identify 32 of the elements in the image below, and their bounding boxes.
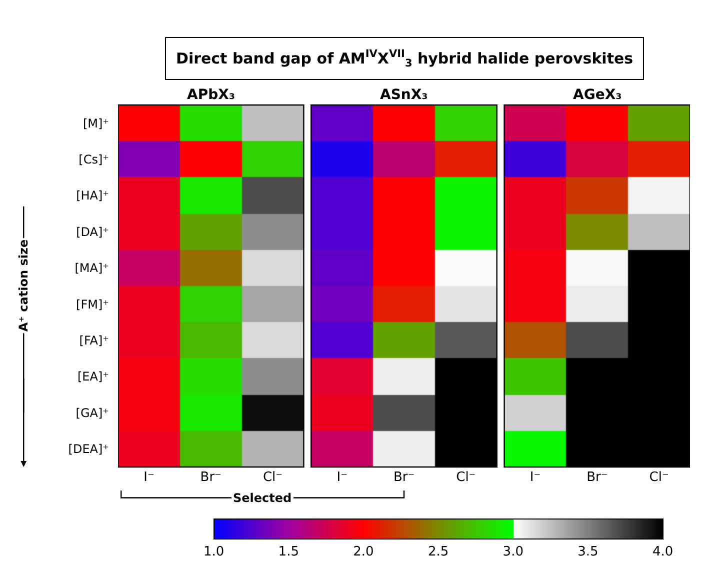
color-bar-label: 4.0: [652, 544, 674, 560]
y-tick-label: [DEA]⁺: [68, 442, 109, 456]
x-tick-label: Cl⁻: [649, 470, 669, 485]
x-tick-label: Br⁻: [200, 470, 222, 485]
color-bar-label: 2.0: [353, 544, 374, 560]
y-tick-label: [EA]⁺: [78, 370, 109, 384]
x-tick-label: Cl⁻: [262, 470, 283, 485]
x-tick-label: I⁻: [144, 470, 154, 485]
y-tick-label: [M]⁺: [82, 116, 109, 130]
x-tick-label: I⁻: [530, 470, 541, 485]
color-bar-label: 3.5: [578, 544, 598, 560]
chart-title: Direct band gap of AM$^{IV}$X$^{VII}$$_{3}$ hybrid halide perovskites: [176, 48, 634, 70]
text: ASnX₃: [380, 87, 428, 103]
y-tick-label: [HA]⁺: [76, 188, 109, 203]
x-tick-label: Br⁻: [393, 470, 415, 485]
y-tick-label: [FA]⁺: [79, 334, 109, 348]
x-tick-label: I⁻: [336, 470, 348, 485]
y-tick-label: [Cs]⁺: [78, 152, 109, 166]
y-tick-label: [MA]⁺: [74, 261, 109, 276]
x-tick-label: Cl⁻: [456, 470, 476, 485]
color-bar-label: 1.5: [278, 544, 299, 560]
text: APbX₃: [187, 87, 236, 103]
color-bar-label: 2.5: [428, 544, 449, 560]
y-tick-label: [FM]⁺: [76, 297, 109, 312]
y-tick-label: [DA]⁺: [76, 224, 109, 239]
color-bar-label: 1.0: [203, 544, 224, 560]
text: Selected: [233, 491, 292, 505]
text: AGeX₃: [573, 87, 622, 103]
x-tick-label: Br⁻: [586, 470, 608, 485]
y-axis-title: A⁺ cation size: [16, 239, 31, 332]
y-tick-label: [GA]⁺: [76, 406, 109, 420]
color-bar-label: 3.0: [502, 544, 524, 560]
